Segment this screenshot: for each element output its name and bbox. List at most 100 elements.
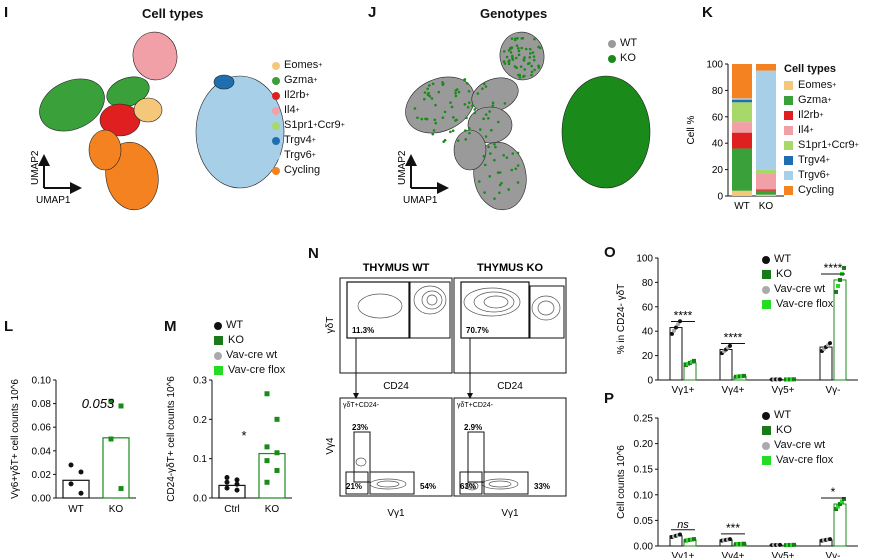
data-point: [778, 542, 782, 547]
umap-j-ko-speckle: [500, 181, 503, 185]
data-point: [728, 343, 732, 348]
umap-j-ko-speckle: [493, 158, 496, 162]
umap-j-ko-speckle: [430, 97, 434, 100]
legend-text: KO: [620, 52, 636, 64]
umap-j-ko-speckle: [502, 50, 506, 53]
data-point: [234, 487, 240, 493]
flow-x-top-label-wt: CD24: [383, 381, 409, 392]
legend-item-6: Trgv6 +: [272, 148, 345, 163]
flow-contour: [473, 291, 515, 313]
k-bar-segment: [732, 132, 752, 149]
legend-text: KO: [776, 268, 792, 280]
umap-j-ko-speckle: [488, 174, 492, 178]
flow-contour: [468, 483, 476, 489]
bar: [62, 479, 90, 499]
k-legend-item-3: Il4 +: [784, 123, 859, 138]
data-point: [838, 277, 842, 282]
y-tick-label: 40: [642, 327, 654, 338]
data-point: [224, 479, 230, 485]
legend-swatch: [272, 151, 280, 160]
umap-j-ko-speckle: [443, 110, 447, 114]
genotype-legend-item-0: WT: [608, 36, 637, 51]
data-point: [836, 283, 840, 288]
umap-j-ko-speckle: [503, 102, 507, 105]
y-axis-label: Vγ6+γδT+ cell counts 10^6: [10, 379, 21, 499]
legend-swatch: [272, 121, 280, 130]
legend-text: S1pr1: [284, 119, 314, 131]
k-bar-segment: [732, 102, 752, 123]
data-point: [274, 467, 280, 473]
y-tick-label: 0.00: [32, 494, 52, 505]
panel-label-i: I: [4, 4, 9, 21]
k-legend-item-5: Trgv4 +: [784, 153, 859, 168]
umap-j-ko-speckle: [476, 92, 480, 95]
data-point: [68, 481, 74, 487]
y-tick-label: 100: [636, 254, 653, 265]
bar: [833, 279, 847, 381]
umap-j-ko-speckle: [498, 171, 502, 174]
legend-swatch: [784, 96, 793, 105]
data-point: [264, 458, 270, 464]
cell-types-legend: Eomes + Gzma + Il2rb + Il4 + S1pr1 + Ccr9 + Trgv4 + Tr…: [272, 58, 345, 178]
umap-j-ko-speckle: [428, 94, 432, 98]
data-point: [834, 289, 838, 294]
flow-ko-vg1-pct: 33%: [534, 482, 550, 491]
umap-x-label: UMAP1: [36, 195, 71, 206]
data-point: [672, 328, 676, 333]
data-point: [828, 341, 832, 346]
data-point: [264, 444, 270, 450]
umap-j-ko-speckle: [471, 104, 474, 108]
flow-thymus-wt-title: THYMUS WT: [363, 262, 430, 274]
flow-contour: [463, 287, 521, 317]
y-tick-label: 80: [712, 86, 724, 97]
flow-ko-top-frame: [453, 277, 567, 374]
legendM-item-1: KO: [214, 333, 285, 348]
flow-wt-vg4-gate: [353, 431, 371, 483]
legend-swatch: [608, 54, 616, 63]
legend-swatch: [784, 171, 793, 180]
y-tick-label: 0.1: [193, 454, 207, 465]
umap-j-ko-speckle: [482, 154, 486, 158]
flow-wt-vg1-gate: [369, 471, 415, 495]
genotypes-title: Genotypes: [480, 6, 548, 21]
data-point: [842, 496, 846, 501]
chart-m-bar: 0.0 0.1 0.2 0.3 CD24-γδT+ cell counts 10^6 Ct…: [166, 376, 292, 515]
umap-j-ko-speckle: [516, 151, 520, 155]
flow-x-top-label-ko: CD24: [497, 381, 523, 392]
data-point: [264, 479, 270, 485]
umap-j-ko-speckle: [529, 52, 532, 55]
umap-j-ko-speckle: [517, 49, 521, 53]
umap-j-ko-speckle: [528, 47, 532, 51]
legend-swatch: [784, 126, 793, 135]
umap-j-ko-speckle: [467, 89, 471, 93]
legend-sup: +: [854, 142, 859, 149]
umap-j-ko-speckle: [426, 87, 429, 91]
x-tick-label: Vγ-: [826, 385, 841, 396]
umap-j-ko-speckle: [442, 140, 446, 143]
x-tick-label: KO: [109, 504, 124, 515]
data-point: [728, 537, 732, 542]
y-tick-label: 20: [642, 351, 654, 362]
chart-l-bar: 0.00 0.02 0.04 0.06 0.08 0.10 Vγ6+γδT+ cell co…: [10, 376, 136, 515]
flow-wt-gate-cd24pos: [409, 281, 451, 339]
umap-j-ko-speckle: [520, 46, 523, 50]
chart-k-stacked-bar: 0 20 40 60 80 100 Cell % WT KO: [686, 60, 784, 212]
umap-j-ko-speckle: [441, 116, 445, 119]
umap-j-ko-speckle: [423, 91, 427, 94]
flow-contour: [537, 300, 555, 316]
umap-cluster-il4: [132, 31, 178, 81]
legend-text: KO: [776, 424, 792, 436]
legend-sup: +: [832, 82, 837, 89]
panel-label-p: P: [604, 390, 615, 407]
umap-j-ko-speckle: [494, 145, 497, 149]
data-point: [224, 485, 230, 491]
legend-item-4: S1pr1 + Ccr9 +: [272, 118, 345, 133]
data-point: [274, 450, 280, 456]
legend-text: Trgv4: [798, 154, 826, 166]
legend-text: Vav-cre wt: [226, 349, 278, 361]
umap-j-ko-speckle: [433, 118, 437, 122]
k-bar-segment: [756, 194, 776, 196]
x-tick-label: KO: [265, 504, 280, 515]
flow-ko-vg1-gate: [483, 471, 529, 495]
y-tick-label: 60: [642, 302, 654, 313]
